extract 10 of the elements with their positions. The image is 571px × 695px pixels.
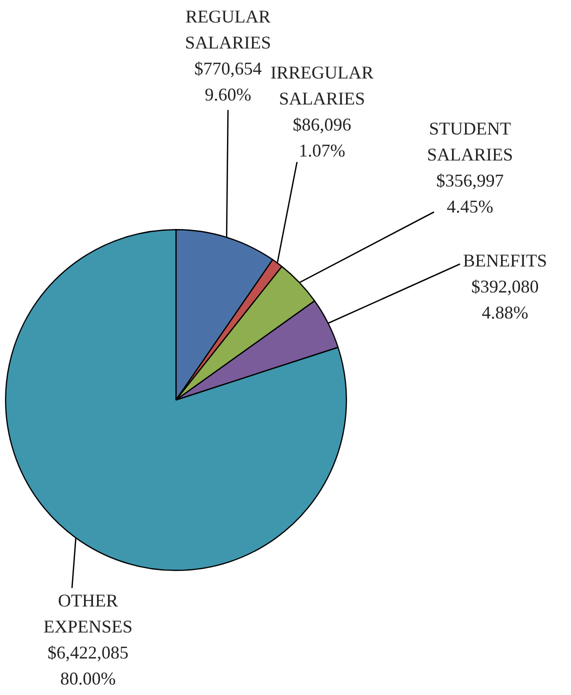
data-label: $356,997 4.45% [436, 170, 504, 217]
data-label: $86,096 1.07% [292, 114, 352, 161]
slice-label: REGULAR SALARIES [184, 6, 272, 53]
slice-label: BENEFITS [462, 250, 548, 271]
slice-label: OTHER EXPENSES [43, 590, 133, 637]
slice-label: STUDENT SALARIES [426, 118, 514, 165]
data-label: $6,422,085 80.00% [48, 642, 128, 689]
slice-label: IRREGULAR SALARIES [270, 62, 374, 109]
data-label: $392,080 4.88% [471, 276, 539, 323]
data-label: $770,654 9.60% [194, 58, 262, 105]
